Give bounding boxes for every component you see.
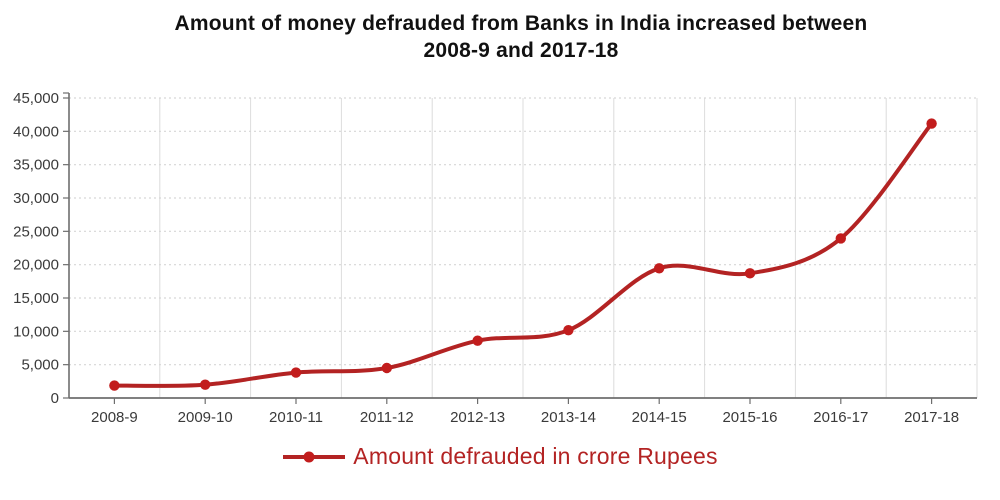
x-tick-label: 2012-13 — [450, 409, 505, 426]
chart-title-line1: Amount of money defrauded from Banks in … — [174, 12, 868, 35]
y-tick-label: 10,000 — [13, 323, 59, 340]
y-tick-label: 30,000 — [13, 190, 59, 207]
data-point-2011-12 — [381, 362, 392, 374]
series-line — [112, 121, 934, 388]
y-tick-label: 15,000 — [13, 290, 59, 307]
x-tick-label: 2015-16 — [722, 409, 777, 426]
legend: Amount defrauded in crore Rupees — [0, 443, 1000, 470]
chart-title: Amount of money defrauded from Banks in … — [0, 10, 1000, 64]
x-tick-label: 2008-9 — [91, 409, 138, 426]
x-tick-label: 2017-18 — [904, 409, 959, 426]
legend-label: Amount defrauded in crore Rupees — [353, 443, 718, 469]
x-tick-label: 2009-10 — [178, 409, 233, 426]
x-tick-label: 2010-11 — [269, 409, 323, 426]
data-point-2013-14 — [563, 325, 574, 336]
data-point-2016-17 — [835, 233, 846, 244]
data-point-2009-10 — [200, 379, 211, 390]
chart-title-line2: 2008-9 and 2017-18 — [423, 39, 619, 62]
x-tick-label: 2013-14 — [541, 409, 596, 426]
data-point-2012-13 — [472, 335, 483, 346]
y-tick-label: 25,000 — [13, 223, 59, 240]
data-point-2015-16 — [744, 268, 756, 279]
data-point-2017-18 — [926, 118, 937, 129]
x-tick-label: 2016-17 — [813, 409, 868, 426]
legend-marker-icon — [283, 451, 346, 462]
y-tick-label: 35,000 — [13, 157, 59, 174]
data-point-2010-11 — [290, 367, 302, 378]
y-tick-label: 0 — [51, 390, 59, 407]
y-tick-label: 40,000 — [13, 123, 59, 140]
x-tick-label: 2011-12 — [360, 409, 414, 426]
data-point-2008-9 — [109, 380, 120, 391]
y-tick-label: 45,000 — [13, 90, 59, 107]
y-tick-label: 5,000 — [21, 357, 59, 374]
data-point-2014-15 — [654, 263, 665, 274]
x-tick-label: 2014-15 — [632, 409, 687, 426]
y-tick-label: 20,000 — [13, 257, 59, 274]
